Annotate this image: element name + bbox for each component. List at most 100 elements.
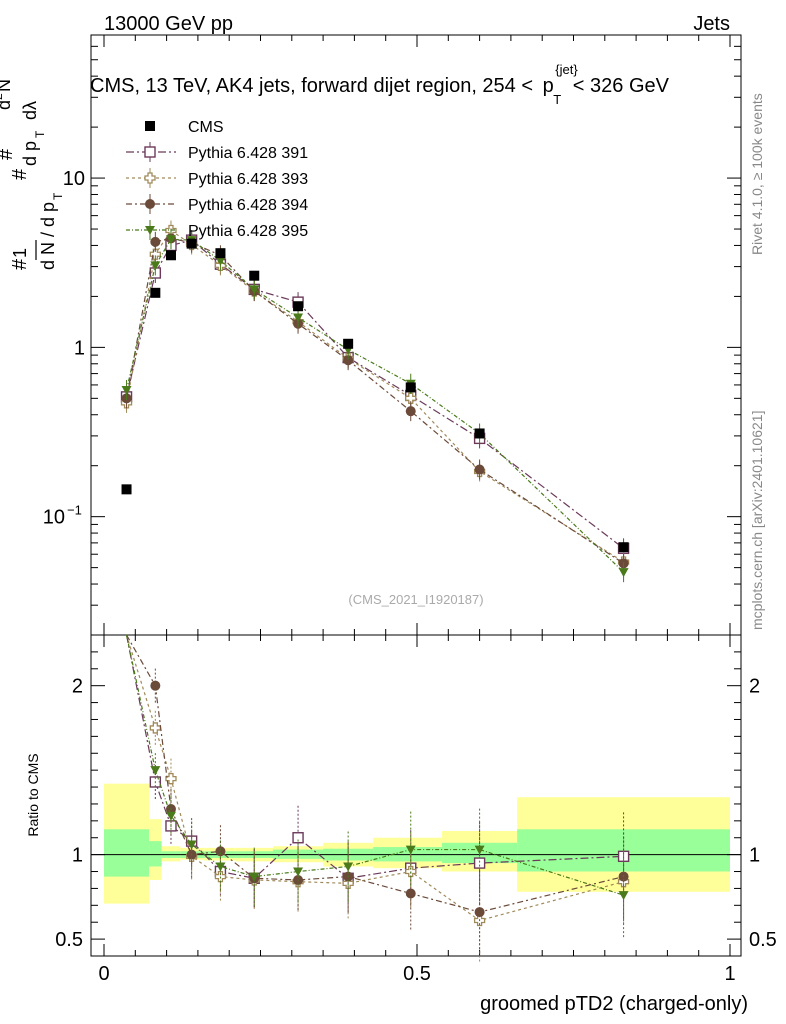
title-sub: T (553, 92, 561, 107)
ratio-axis-label: Ratio to CMS (25, 753, 41, 836)
x-axis-label: groomed pTD2 (charged-only) (480, 993, 748, 1015)
ratio-point (405, 888, 416, 899)
svg-text:d p: d p (20, 141, 40, 166)
title-sup: {jet} (555, 62, 578, 77)
ratio-point (405, 845, 416, 855)
series-point (165, 235, 176, 245)
svg-text:#: # (9, 168, 31, 180)
ratio-point (292, 832, 304, 844)
svg-text:d: d (0, 100, 14, 110)
svg-text:dλ: dλ (20, 101, 40, 120)
series-line-ratio (125, 634, 624, 922)
legend-marker (145, 199, 155, 209)
ratio-point (249, 872, 260, 882)
series-point (474, 464, 485, 475)
y-axis-label-main: # 1 d N / d p T # d p T # dλ d 2 N (0, 79, 65, 270)
ratio-point (474, 845, 485, 855)
ratio-point (293, 867, 304, 877)
cms-data-point (215, 248, 226, 259)
x-tick-label: 0.5 (403, 963, 431, 985)
cms-data-point (618, 542, 629, 553)
rivet-version-label: Rivet 4.1.0, ≥ 100k events (749, 93, 765, 255)
series-point (150, 261, 161, 271)
series-point (293, 313, 304, 323)
header-left: 13000 GeV pp (104, 13, 233, 35)
ratio-point (149, 722, 161, 734)
svg-text:1: 1 (10, 248, 30, 258)
header-right: Jets (693, 13, 730, 35)
series-point (249, 285, 260, 295)
series-layer (120, 220, 630, 962)
series-point (343, 355, 354, 366)
y-tick-label-ratio-right: 0.5 (749, 929, 777, 951)
y-tick-label-exponent: −1 (67, 503, 82, 518)
green-band-bin (104, 829, 150, 877)
legend-label: Pythia 6.428 391 (188, 145, 308, 162)
series-point (149, 248, 161, 260)
series-line-ratio (125, 634, 624, 879)
ratio-point (165, 772, 177, 785)
series-3 (121, 228, 629, 954)
svg-text:N: N (0, 79, 14, 92)
cms-data-point (249, 270, 260, 281)
cms-data-point (293, 301, 304, 312)
legend-label: Pythia 6.428 393 (188, 171, 308, 188)
analysis-watermark: (CMS_2021_I1920187) (348, 592, 483, 607)
cms-data-point (186, 238, 197, 249)
ratio-point (165, 811, 176, 821)
ratio-point (474, 907, 485, 918)
series-line-main (125, 237, 624, 564)
y-tick-label-ratio: 2 (72, 676, 83, 698)
y-tick-label-ratio: 0.5 (55, 929, 83, 951)
plot-frames (90, 34, 742, 957)
chart-title: CMS, 13 TeV, AK4 jets, forward dijet reg… (90, 57, 670, 109)
cms-data-point (343, 338, 354, 349)
y-tick-label-ratio: 1 (72, 845, 83, 867)
legend-label: Pythia 6.428 394 (188, 197, 308, 214)
series-line-main (125, 229, 624, 563)
legend-marker (144, 146, 156, 158)
series-point (405, 392, 417, 404)
x-tick-label: 1 (724, 963, 735, 985)
svg-text:#: # (9, 258, 31, 270)
ratio-point (215, 862, 226, 872)
ratio-point (343, 862, 354, 872)
svg-text:2: 2 (0, 93, 5, 100)
series-point (121, 386, 132, 396)
legend-marker (145, 226, 155, 235)
title-main: CMS, 13 TeV, AK4 jets, forward dijet reg… (90, 75, 533, 97)
series-point (215, 256, 226, 266)
y-tick-label-ratio-right: 2 (749, 676, 760, 698)
y-tick-label-ratio-right: 1 (749, 845, 760, 867)
mcplots-label: mcplots.cern.ch [arXiv:2401.10621] (749, 411, 765, 630)
series-line-main (125, 239, 624, 549)
cms-data-point (121, 484, 132, 495)
y-tick-label-main: 10 (63, 168, 85, 190)
y-tick-label-main: 1 (74, 337, 85, 359)
x-tick-label: 0 (98, 963, 109, 985)
ratio-point (215, 846, 226, 857)
green-band-bin (149, 841, 162, 867)
legend-marker (144, 172, 156, 184)
series-point (405, 406, 416, 417)
ratio-point (150, 766, 161, 776)
cms-data-point (150, 287, 161, 298)
ratio-point (618, 891, 629, 901)
ratio-point (186, 840, 197, 850)
series-line-main (125, 238, 624, 573)
y-tick-label-main: 10 (43, 507, 65, 529)
svg-text:d N / d p: d N / d p (38, 202, 58, 270)
cms-data-point (165, 250, 176, 261)
title-pt: p (543, 75, 554, 97)
series-point (150, 236, 161, 247)
uncertainty-bands (104, 783, 730, 904)
svg-text:T: T (51, 192, 65, 200)
svg-text:T: T (33, 130, 47, 138)
legend-label-cms: CMS (188, 119, 224, 136)
ratio-point (473, 857, 486, 869)
cms-data-layer (121, 238, 629, 553)
title-tail: < 326 GeV (573, 75, 670, 97)
cms-data-point (405, 382, 416, 393)
